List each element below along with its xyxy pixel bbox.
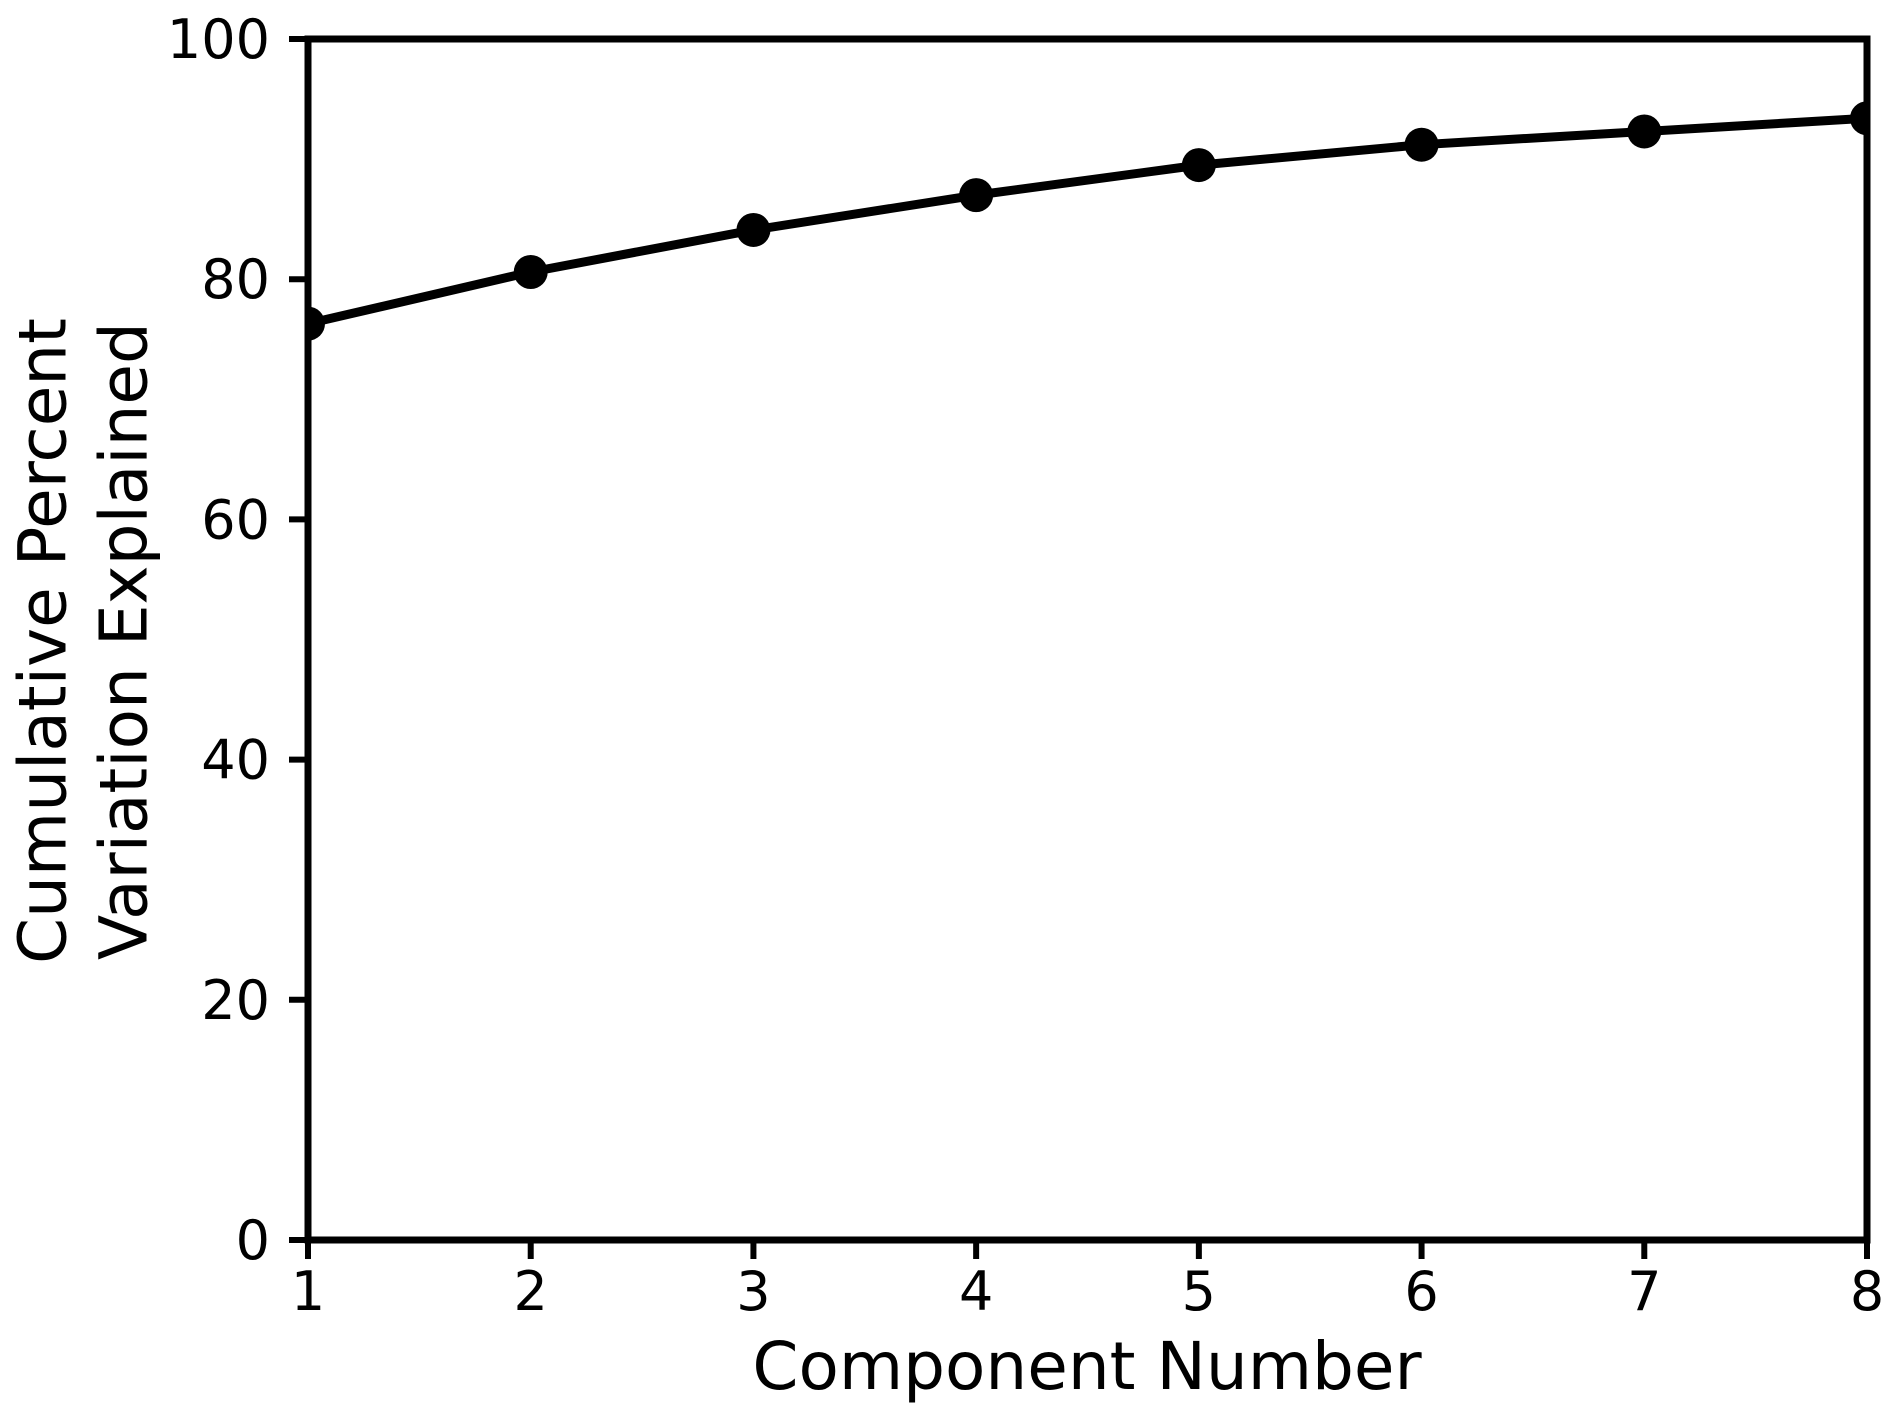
y-tick-label: 20 (201, 969, 270, 1032)
y-tick-label: 80 (201, 248, 270, 311)
x-tick-label: 3 (736, 1260, 770, 1323)
x-tick-label: 2 (514, 1260, 548, 1323)
data-point (1627, 114, 1662, 149)
plot-border (304, 35, 1871, 1244)
x-tick-label: 6 (1404, 1260, 1438, 1323)
x-tick-label: 8 (1850, 1260, 1884, 1323)
y-tick-label: 40 (201, 729, 270, 792)
data-line (308, 113, 1867, 329)
data-point (736, 212, 771, 247)
y-tick-label: 100 (167, 8, 270, 71)
y-axis-label: Cumulative Percent Variation Explained (3, 318, 164, 964)
x-tick-label: 7 (1627, 1260, 1661, 1323)
data-point (308, 306, 325, 341)
x-tick-label: 4 (959, 1260, 993, 1323)
y-axis-label-line1: Cumulative Percent (4, 317, 82, 965)
y-tick-label: 0 (236, 1209, 270, 1272)
data-point (1850, 101, 1867, 136)
data-point (1181, 148, 1216, 183)
x-axis-label: Component Number (752, 1328, 1422, 1405)
x-tick-label: 5 (1182, 1260, 1216, 1323)
data-point (513, 254, 548, 289)
y-axis-label-line2: Variation Explained (85, 322, 162, 960)
x-tick-label: 1 (291, 1260, 325, 1323)
data-point (1404, 127, 1439, 162)
data-point (959, 178, 994, 213)
y-tick-label: 60 (201, 488, 270, 551)
